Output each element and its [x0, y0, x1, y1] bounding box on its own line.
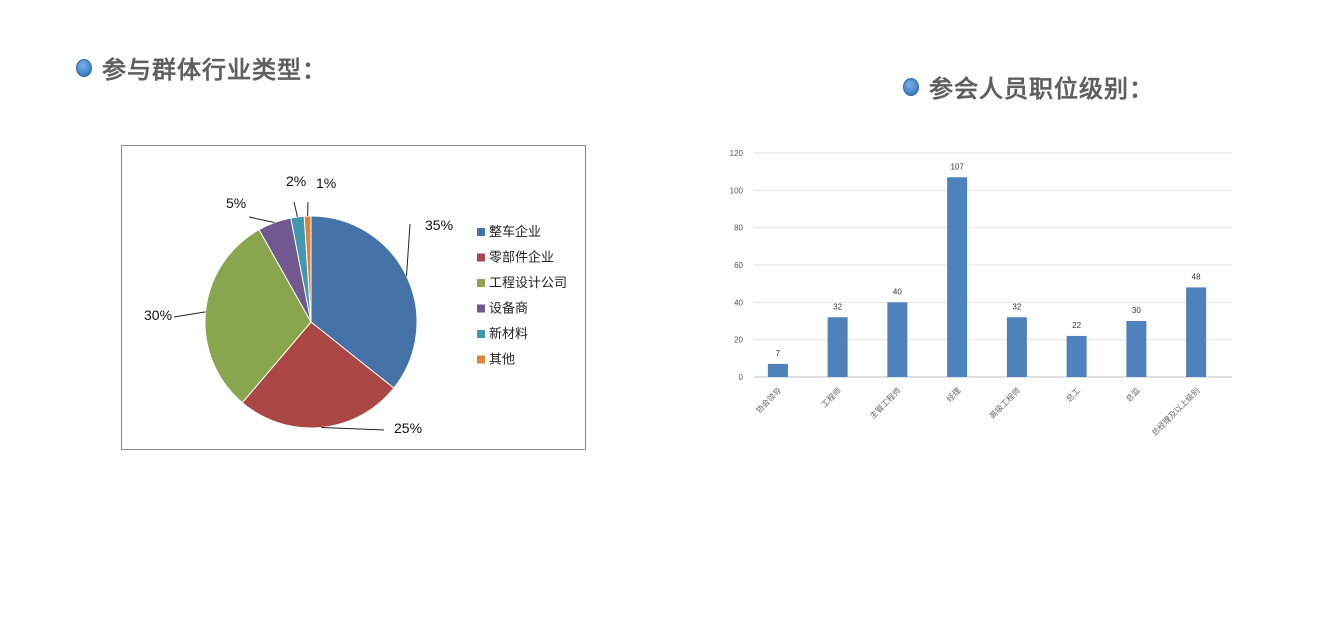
y-tick-label: 0 — [739, 373, 744, 382]
x-category-label: 总监 — [1123, 385, 1141, 403]
bullet-dot-icon — [76, 58, 92, 77]
legend-swatch — [477, 253, 485, 262]
legend-swatch — [477, 279, 485, 287]
bar-8 — [1186, 287, 1207, 377]
pie-leader-line — [321, 427, 385, 431]
y-tick-label: 40 — [734, 298, 743, 307]
y-tick-label: 20 — [734, 336, 743, 345]
pie-slice-3 — [204, 228, 312, 404]
pie-slice-6 — [303, 215, 312, 323]
pie-section-heading: 参与群体行业类型： — [76, 50, 327, 85]
legend-swatch — [477, 304, 485, 313]
x-category-label: 协会领导 — [754, 385, 784, 415]
pie-percent-label: 1% — [316, 175, 336, 191]
y-tick-label: 120 — [730, 149, 744, 158]
pie-percent-label: 5% — [226, 195, 246, 211]
bar-3 — [887, 302, 908, 377]
x-category-label: 主管工程师 — [867, 385, 902, 420]
bar-data-label: 32 — [833, 302, 842, 311]
pie-percent-label: 2% — [286, 173, 306, 189]
pie-slice-1 — [310, 215, 418, 389]
bullet-dot-icon — [903, 77, 919, 96]
bar-7 — [1126, 321, 1147, 377]
y-tick-label: 80 — [734, 224, 743, 233]
legend-entry: 工程设计公司 — [489, 276, 567, 291]
bar-6 — [1066, 335, 1087, 377]
y-tick-label: 60 — [734, 261, 743, 270]
bar-section-heading: 参会人员职位级别： — [903, 69, 1154, 104]
x-category-label: 总工 — [1064, 385, 1082, 403]
y-tick-label: 100 — [730, 186, 744, 195]
pie-percent-label: 35% — [425, 217, 453, 233]
legend-swatch — [477, 228, 485, 236]
legend-swatch — [477, 355, 485, 364]
bar-chart: 0 20 40 60 80 100 120 7 协会领导 32 工程师 40 主管工程师 107 经理 32 高… — [730, 149, 1232, 438]
bar-section-title: 参会人员职位级别： — [929, 75, 1154, 103]
pie-chart-frame: 35% 25% 30% 5% 2% 1% 整车企业零部件企业工程设计公司 设备商新材料其他 — [121, 145, 586, 450]
bar-data-label: 48 — [1192, 272, 1201, 281]
legend-entry: 新材料 — [489, 326, 528, 342]
pie-section-title: 参与群体行业类型： — [102, 56, 327, 84]
x-category-label: 工程师 — [819, 385, 843, 409]
pie-leader-line — [173, 311, 206, 318]
pie-leader-line — [406, 223, 411, 277]
x-category-label: 高级工程师 — [987, 385, 1022, 420]
bar-data-label: 30 — [1132, 306, 1141, 315]
pie-leader-line — [293, 201, 298, 217]
legend-entry: 整车企业 — [489, 224, 541, 240]
bar-data-label: 22 — [1072, 321, 1081, 330]
bar-5 — [1006, 317, 1027, 377]
bar-data-label: 32 — [1012, 302, 1021, 311]
bar-1 — [767, 363, 788, 377]
legend-entry: 零部件企业 — [489, 250, 554, 266]
pie-percent-label: 25% — [394, 420, 422, 436]
legend-entry: 设备商 — [489, 301, 528, 317]
legend-entry: 其他 — [489, 353, 515, 368]
bar-data-label: 40 — [893, 287, 902, 296]
x-category-label: 总经理及以上级别 — [1149, 385, 1201, 437]
bar-4 — [947, 177, 968, 377]
bar-data-label: 107 — [950, 162, 964, 171]
pie-percent-label: 30% — [144, 307, 172, 323]
bar-data-label: 7 — [776, 349, 781, 358]
pie-leader-line — [248, 216, 275, 224]
legend-swatch — [477, 330, 485, 338]
bar-2 — [827, 317, 848, 377]
pie-slice-2 — [241, 321, 395, 429]
x-category-label: 经理 — [944, 385, 962, 403]
